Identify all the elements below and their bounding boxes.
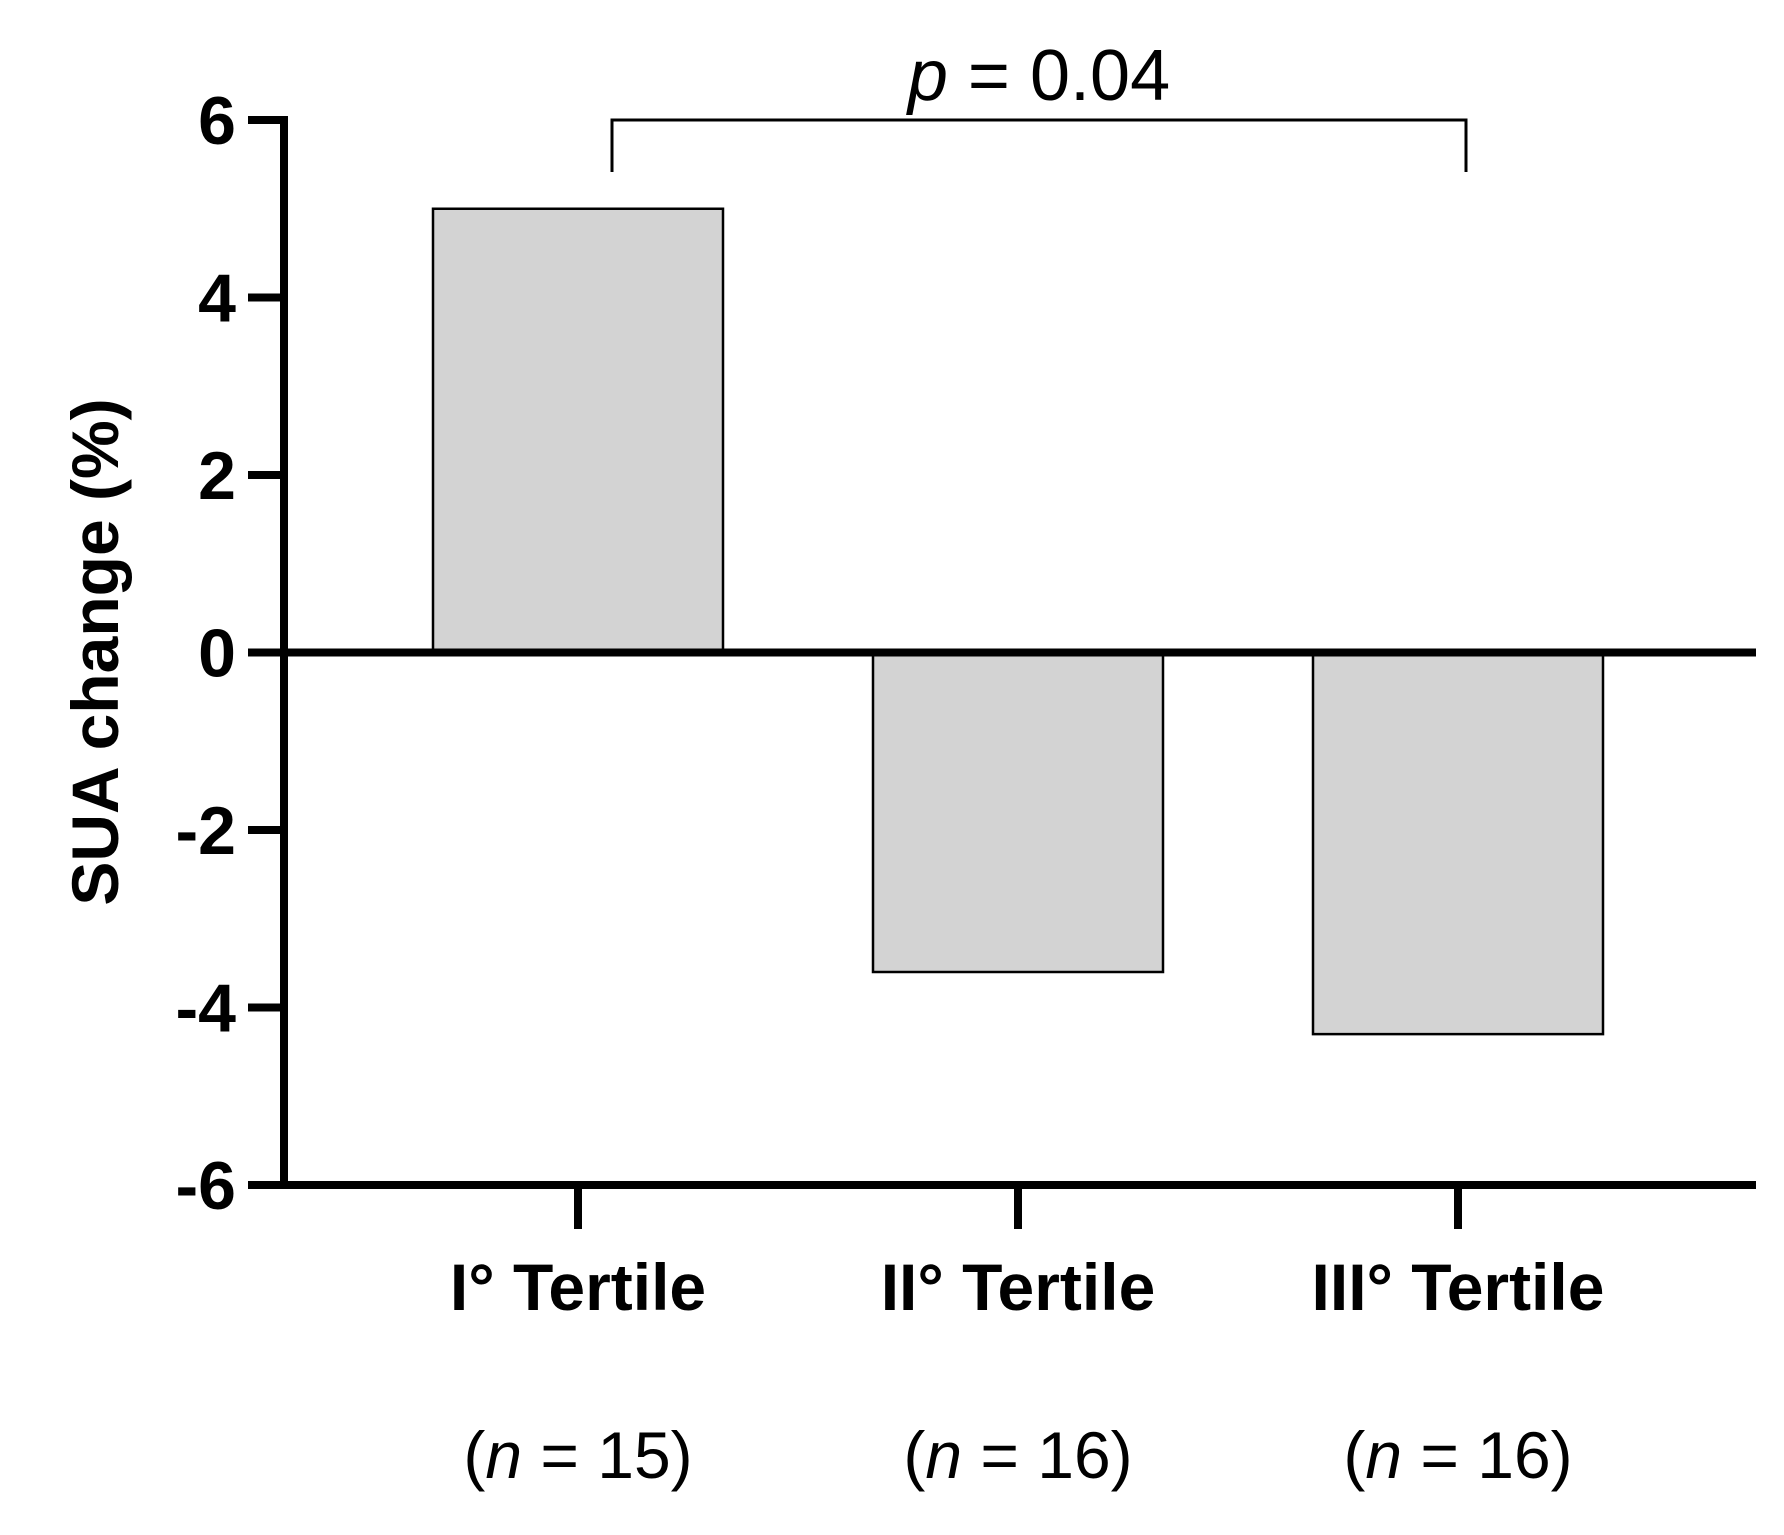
sample-size-label: (n = 16) (903, 1418, 1132, 1492)
y-axis-label: SUA change (%) (58, 398, 132, 905)
x-tick-label: I° Tertile (450, 1250, 706, 1324)
y-tick-label: -2 (176, 793, 236, 869)
sample-size-label: (n = 15) (463, 1418, 692, 1492)
y-ticks-group: 6 4 2 0 -2 -4 -6 (176, 83, 284, 1224)
y-tick-label: -6 (176, 1148, 236, 1224)
y-tick-label: 4 (198, 261, 236, 337)
bar-1 (431, 207, 725, 654)
sample-size-label: (n = 16) (1343, 1418, 1572, 1492)
x-tick-label: II° Tertile (881, 1250, 1156, 1324)
bracket-line (610, 118, 1468, 172)
y-tick-label: -4 (176, 971, 237, 1047)
bar-2 (871, 651, 1165, 974)
bar-3 (1311, 651, 1605, 1036)
y-tick-label: 2 (198, 438, 236, 514)
bars-group (431, 207, 1605, 1036)
x-ticks-group: I° Tertile (n = 15) II° Tertile (n = 16) III… (450, 1185, 1605, 1492)
significance-bracket: p = 0.04 (610, 36, 1468, 172)
p-value-label: p = 0.04 (906, 36, 1170, 116)
y-tick-label: 0 (198, 616, 236, 692)
x-tick-label: III° Tertile (1312, 1250, 1605, 1324)
y-tick-label: 6 (198, 83, 236, 159)
